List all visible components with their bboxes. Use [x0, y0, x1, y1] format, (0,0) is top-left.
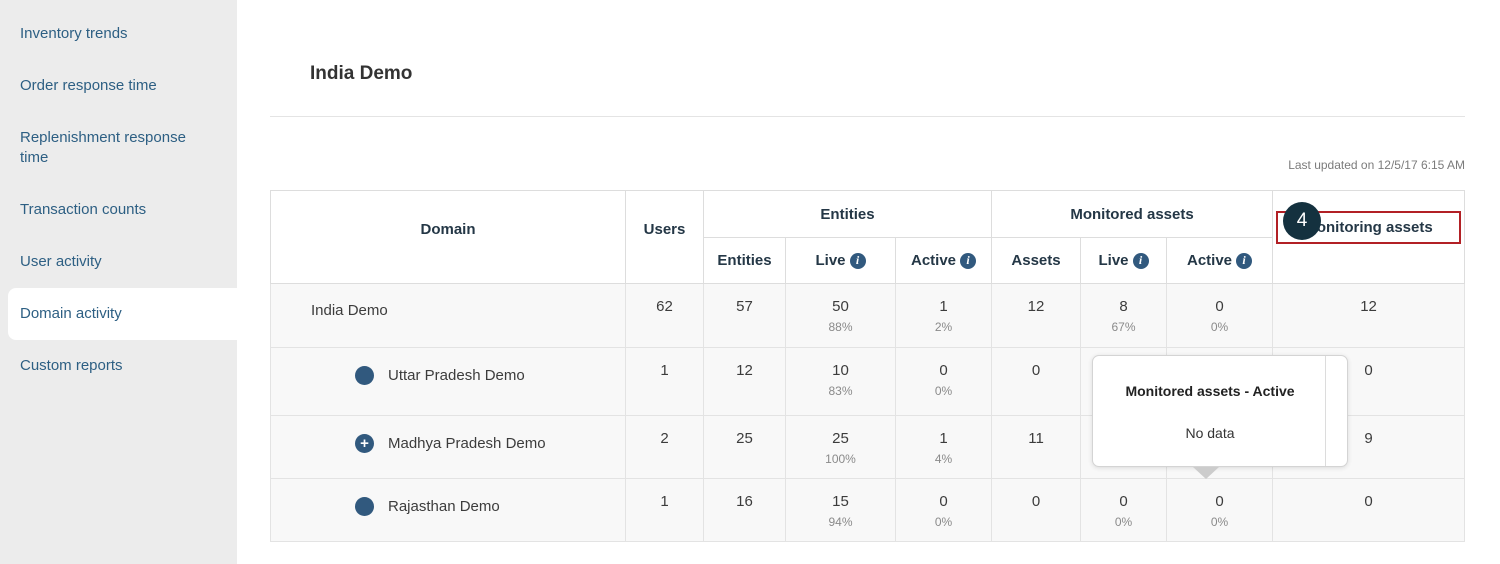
group-header-entities: Entities — [702, 190, 993, 238]
sidebar-item-custom-reports[interactable]: Custom reports — [20, 357, 123, 374]
entities-live-cell: 15 94% — [785, 478, 896, 542]
domain-name-label: Uttar Pradesh Demo — [388, 367, 525, 384]
circle-icon — [355, 366, 374, 385]
entities-live-label: Live — [815, 252, 846, 269]
column-header-assets-active: Active i — [1166, 237, 1274, 284]
column-header-assets-live: Live i — [1080, 237, 1168, 284]
column-header-users: Users — [625, 190, 704, 284]
annotation-highlight-box: Monitoring assets — [1276, 210, 1462, 244]
entities-active-cell: 0 0% — [894, 347, 993, 416]
entities-active-cell: 0 0% — [894, 478, 993, 542]
domain-name-label: Madhya Pradesh Demo — [388, 435, 546, 452]
entities-cell: 25 — [703, 415, 786, 479]
info-icon[interactable]: i — [849, 252, 866, 269]
domain-name-label: Rajasthan Demo — [388, 498, 500, 515]
sidebar-item-user-activity[interactable]: User activity — [20, 253, 102, 270]
page-title: India Demo — [310, 63, 413, 84]
step-number-badge: 4 — [1283, 202, 1321, 240]
tooltip-arrow-icon — [1193, 467, 1219, 479]
assets-active-label: Active — [1187, 252, 1233, 269]
sidebar-menu: Inventory trends Order response time Rep… — [0, 0, 237, 392]
report-sidebar: Inventory trends Order response time Rep… — [0, 0, 237, 564]
domain-name-cell: India Demo — [270, 283, 626, 348]
column-header-domain: Domain — [270, 190, 626, 284]
title-divider — [270, 116, 1465, 117]
sidebar-item-transaction-counts[interactable]: Transaction counts — [20, 201, 147, 218]
sidebar-item-inventory-trends[interactable]: Inventory trends — [20, 25, 128, 42]
domain-name-cell: Rajasthan Demo — [270, 478, 626, 542]
entities-cell: 12 — [703, 347, 786, 416]
info-icon[interactable]: i — [960, 252, 977, 269]
assets-active-cell: 0 0% — [1166, 283, 1274, 348]
info-icon[interactable]: i — [1132, 252, 1149, 269]
entities-live-cell: 50 88% — [785, 283, 896, 348]
domain-name-cell: Uttar Pradesh Demo — [270, 347, 626, 416]
info-icon[interactable]: i — [1236, 252, 1253, 269]
assets-cell: 0 — [991, 347, 1082, 416]
entities-live-cell: 10 83% — [785, 347, 896, 416]
tooltip-divider — [1325, 356, 1326, 466]
assets-active-cell: 0 0% — [1166, 478, 1274, 542]
sidebar-item-domain-activity[interactable]: Domain activity — [8, 288, 237, 340]
entities-live-cell: 25 100% — [785, 415, 896, 479]
circle-icon — [355, 497, 374, 516]
assets-live-cell: 8 67% — [1080, 283, 1168, 348]
sidebar-item-order-response-time[interactable]: Order response time — [20, 77, 157, 94]
entities-active-cell: 1 2% — [894, 283, 993, 348]
assets-live-cell: 0 0% — [1080, 478, 1168, 542]
sidebar-item-replenishment-response-time[interactable]: Replenishment response time — [20, 129, 186, 166]
column-header-entities-count: Entities — [703, 237, 786, 284]
column-header-entities-live: Live i — [785, 237, 896, 284]
monitoring-assets-cell: 0 — [1272, 478, 1466, 542]
plus-circle-icon[interactable]: + — [355, 434, 374, 453]
tooltip-monitored-assets-active: Monitored assets - Active No data — [1092, 355, 1348, 479]
table-row-india-demo: India Demo 62 57 50 88% 1 2% 12 8 67% 0 0% 1… — [270, 283, 1466, 348]
group-header-monitored-assets: Monitored assets — [991, 190, 1274, 238]
table-row-rajasthan-demo: Rajasthan Demo 1 16 15 94% 0 0% 0 0 0% 0 0% … — [270, 478, 1466, 542]
entities-active-label: Active — [910, 252, 957, 269]
column-header-entities-active: Active i — [894, 237, 993, 284]
users-cell: 2 — [625, 415, 704, 479]
users-cell: 62 — [625, 283, 704, 348]
entities-active-cell: 1 4% — [894, 415, 993, 479]
tooltip-title: Monitored assets - Active — [1125, 383, 1295, 399]
last-updated-text: Last updated on 12/5/17 6:15 AM — [1288, 158, 1465, 172]
domain-name-cell: + Madhya Pradesh Demo — [270, 415, 626, 479]
entities-cell: 57 — [703, 283, 786, 348]
assets-cell: 0 — [991, 478, 1082, 542]
column-header-assets-count: Assets — [991, 237, 1082, 284]
entities-cell: 16 — [703, 478, 786, 542]
assets-cell: 12 — [991, 283, 1082, 348]
users-cell: 1 — [625, 347, 704, 416]
assets-cell: 11 — [991, 415, 1082, 479]
users-cell: 1 — [625, 478, 704, 542]
column-header-monitoring-assets-label: Monitoring assets — [1304, 218, 1433, 236]
assets-live-label: Live — [1098, 252, 1129, 269]
monitoring-assets-cell: 12 — [1272, 283, 1466, 348]
tooltip-body: No data — [1185, 425, 1235, 441]
